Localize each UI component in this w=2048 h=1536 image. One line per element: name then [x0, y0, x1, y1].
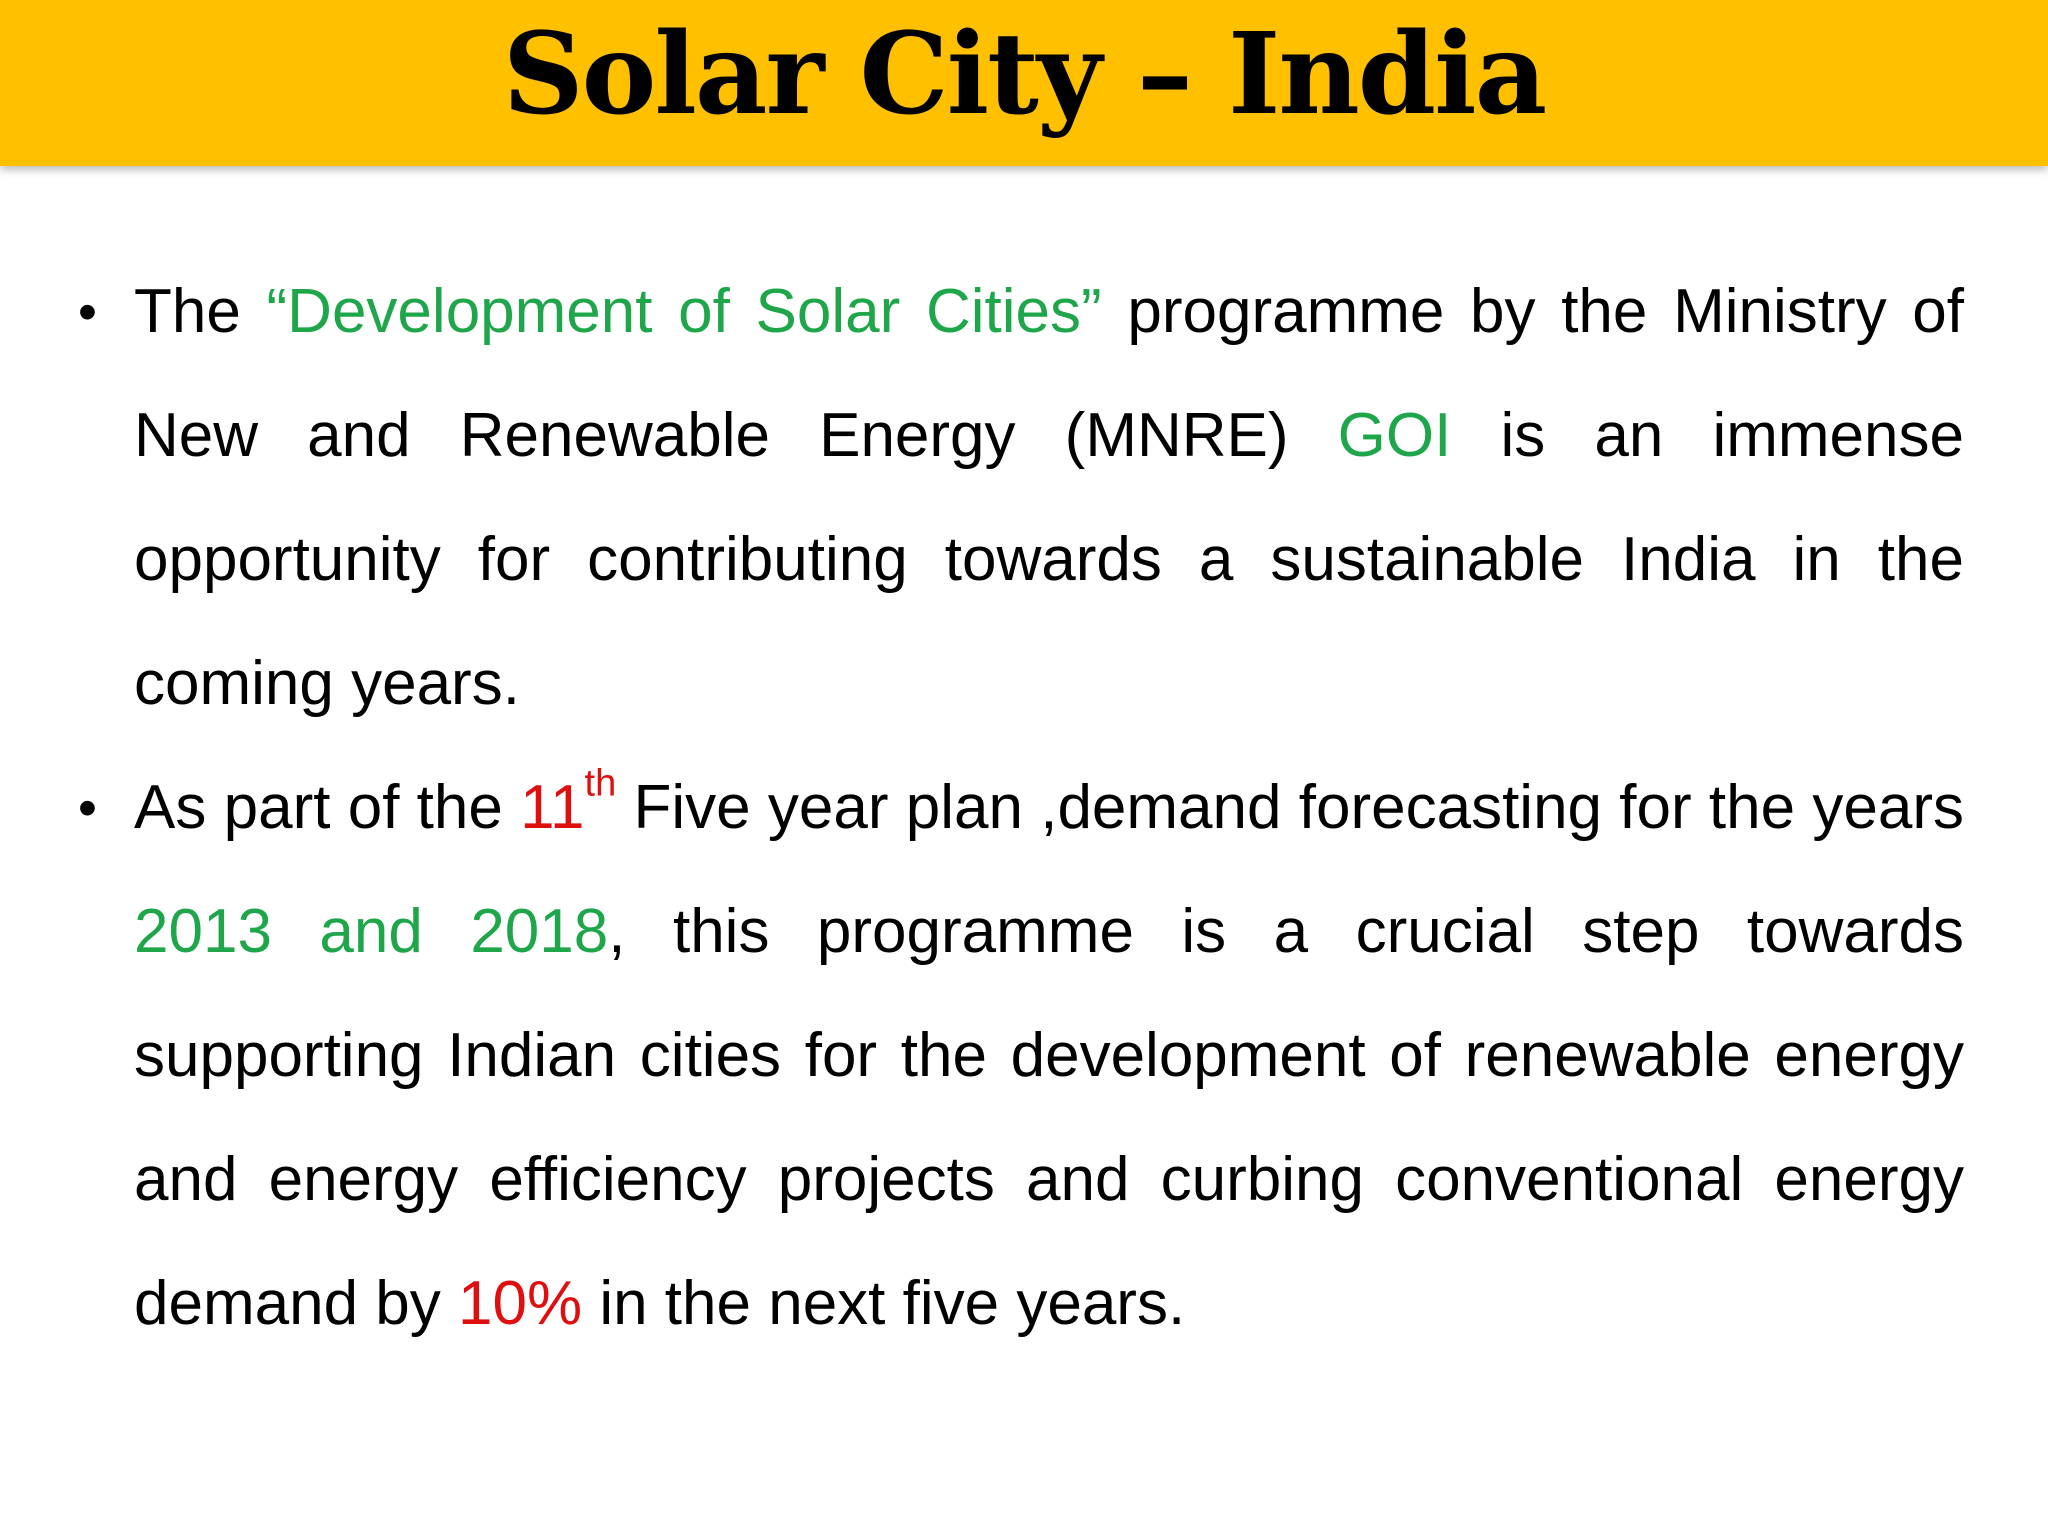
programme-name-highlight: “Development of Solar Cities” — [266, 277, 1102, 346]
bullet-text-segment: is an immense opportunity for contributi… — [134, 401, 1964, 718]
bullet-marker: • — [78, 778, 97, 838]
ordinal-suffix: th — [584, 762, 617, 805]
years-highlight: 2013 and 2018 — [134, 897, 609, 966]
bullet-text-segment: in the next five years. — [582, 1269, 1186, 1338]
plan-number-highlight: 11 — [520, 773, 585, 842]
bullet-item: • The “Development of Solar Cities” progr… — [78, 250, 1964, 746]
bullet-marker: • — [78, 282, 97, 342]
title-bar: Solar City – India — [0, 0, 2048, 166]
goi-highlight: GOI — [1337, 401, 1452, 470]
slide-title: Solar City – India — [502, 9, 1547, 140]
bullet-text-segment: programme by the Ministry of New and Ren… — [134, 277, 1965, 470]
bullet-text-segment: Five year plan ,demand forecasting for t… — [616, 773, 1964, 842]
percentage-highlight: 10% — [458, 1269, 583, 1338]
bullet-text-segment: , this programme is a crucial step towar… — [134, 897, 1965, 1338]
bullet-list: • The “Development of Solar Cities” progr… — [78, 250, 1964, 1366]
bullet-item: • As part of the 11th Five year plan ,dem… — [78, 746, 1964, 1366]
bullet-text-segment: As part of the — [134, 773, 521, 842]
bullet-text-segment: The — [134, 277, 267, 346]
